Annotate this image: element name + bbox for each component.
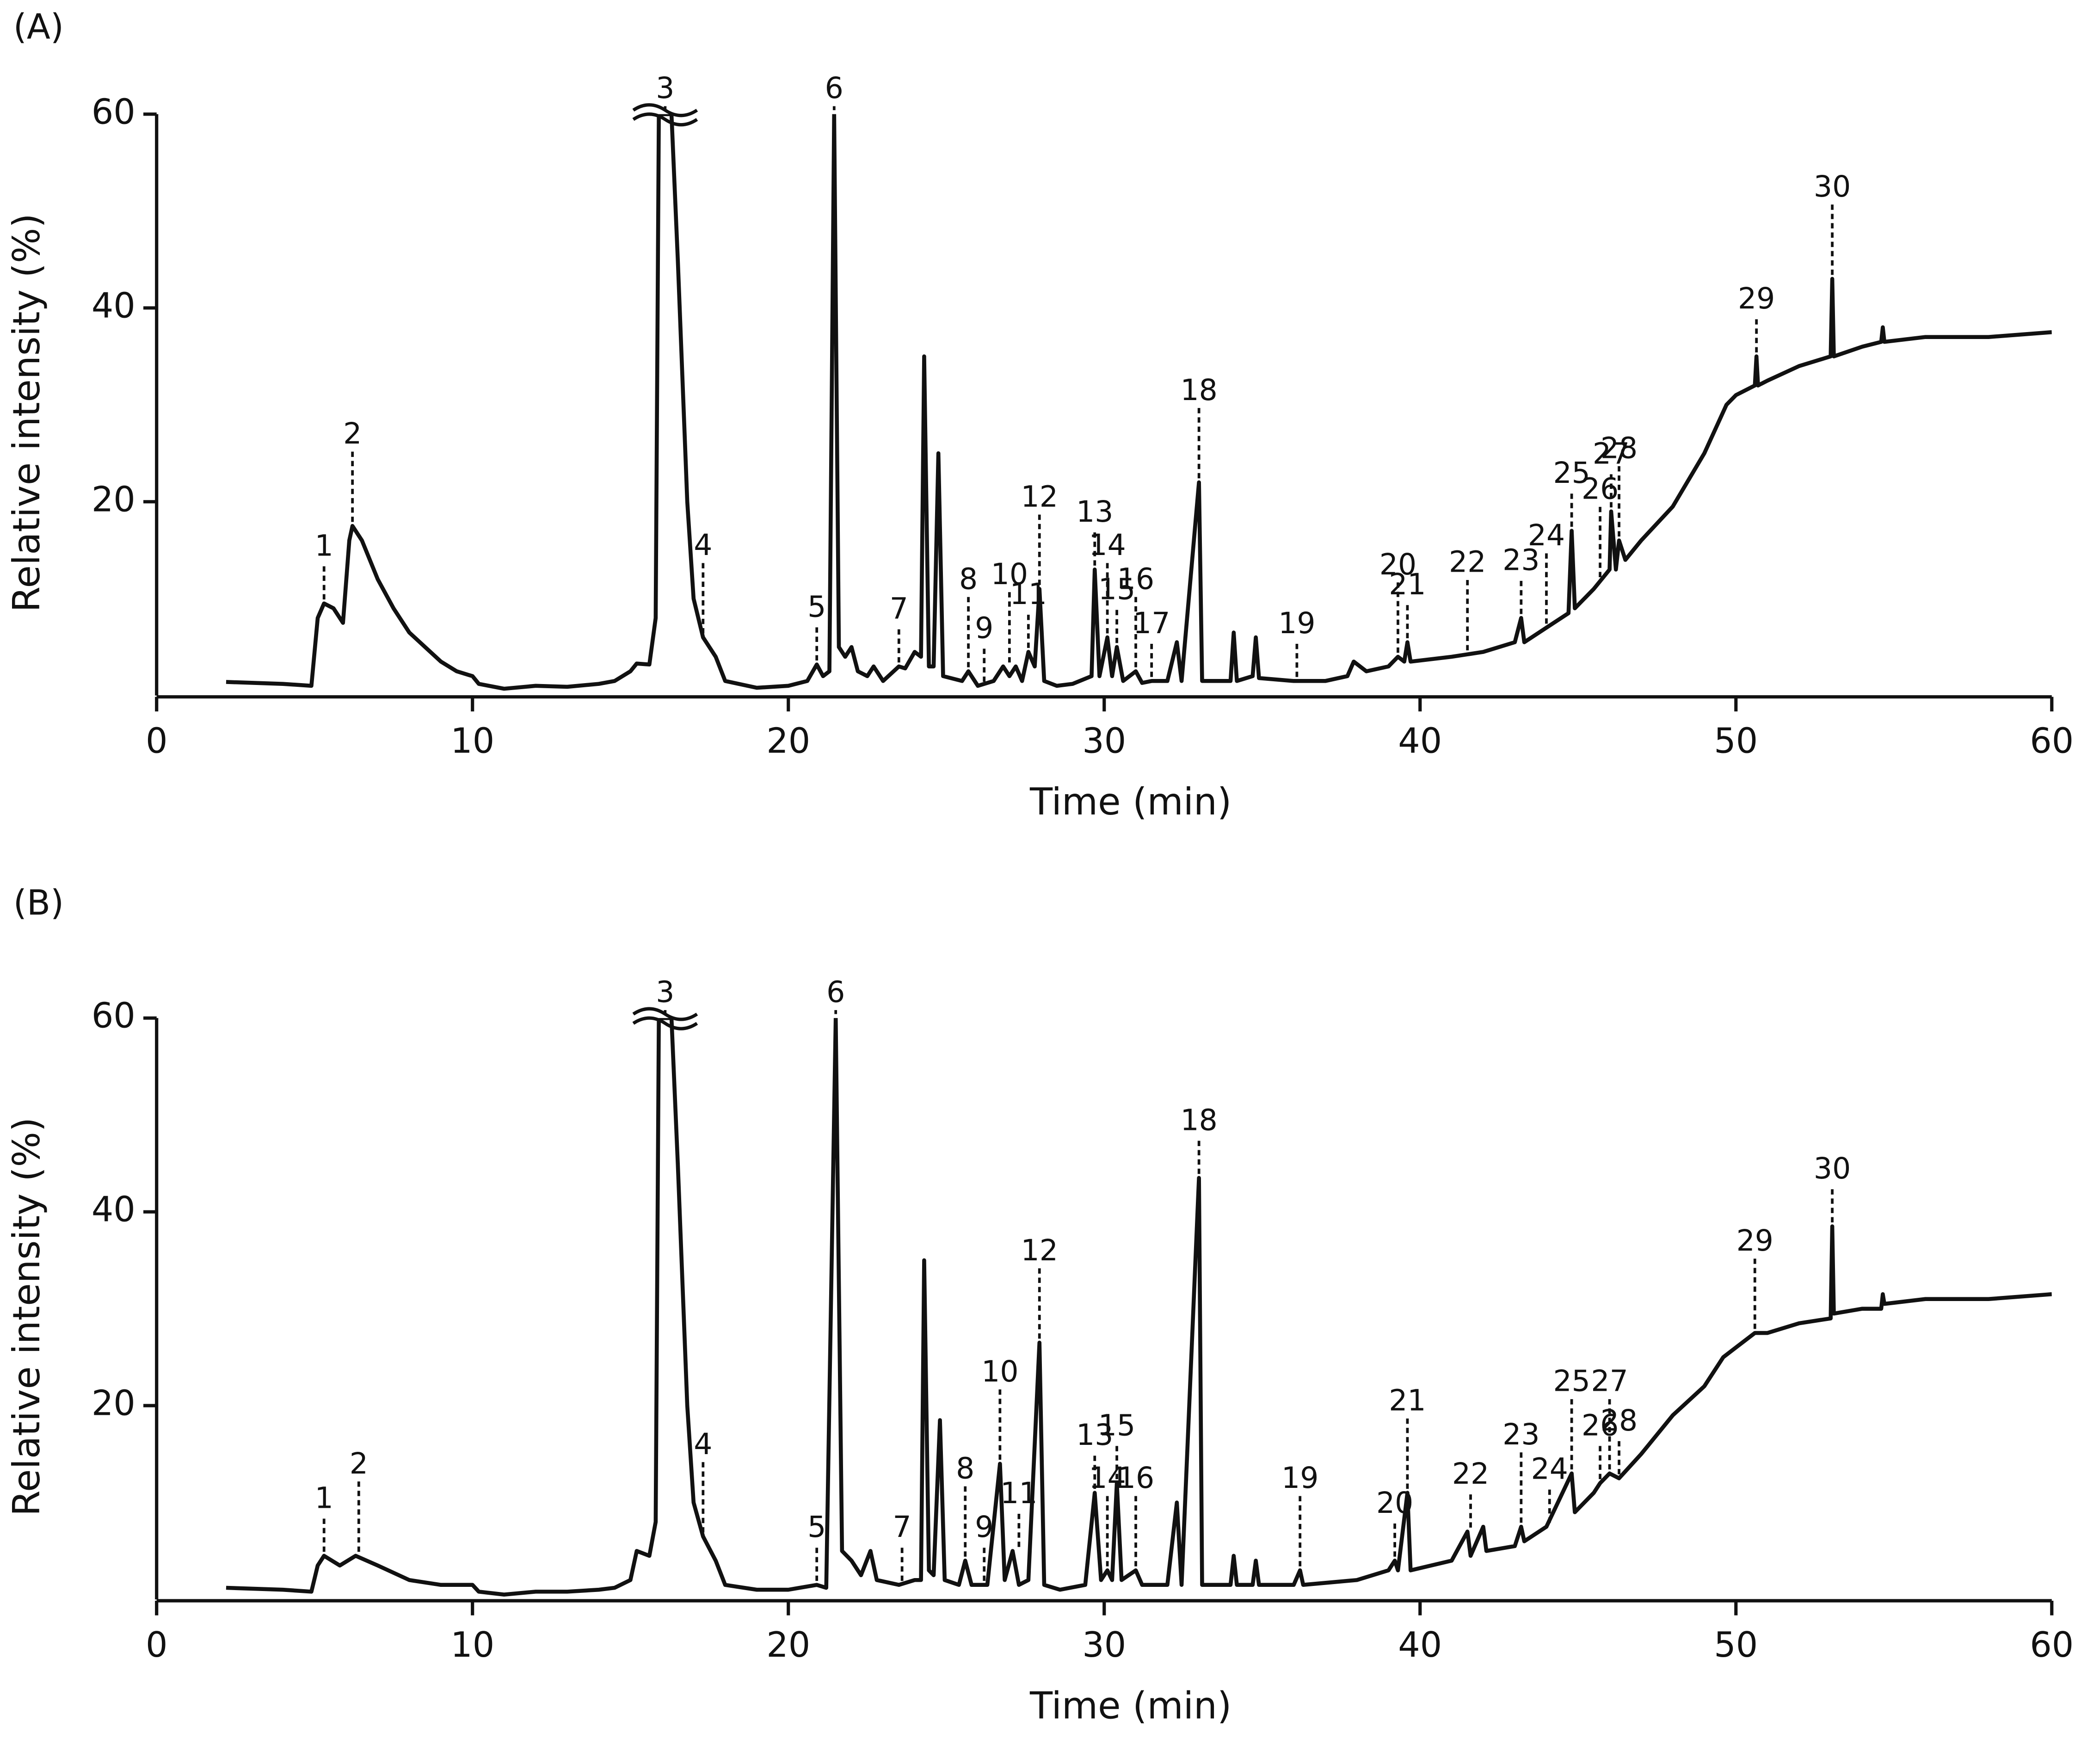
x-tick-label: 10 xyxy=(450,721,494,761)
peak-label: 6 xyxy=(825,71,843,105)
peak-label: 18 xyxy=(1180,1103,1217,1137)
x-tick-label: 10 xyxy=(450,1625,494,1665)
peak-label: 16 xyxy=(1117,561,1154,596)
y-tick-label: 40 xyxy=(92,1190,135,1230)
peak-label: 21 xyxy=(1389,1383,1426,1418)
peak-label: 2 xyxy=(343,416,362,450)
x-tick-label: 50 xyxy=(1714,721,1758,761)
x-tick-label: 30 xyxy=(1082,721,1126,761)
panel-label: (A) xyxy=(13,7,64,47)
peak-label: 9 xyxy=(975,611,993,645)
peak-label: 17 xyxy=(1133,606,1170,640)
peak-label: 10 xyxy=(981,1354,1018,1388)
peak-label: 8 xyxy=(956,1451,974,1485)
peak-label: 19 xyxy=(1278,606,1315,640)
peak-label: 28 xyxy=(1601,1403,1638,1437)
peak-label: 3 xyxy=(656,71,674,105)
panel-label: (B) xyxy=(13,883,64,923)
x-tick-label: 20 xyxy=(766,1625,810,1665)
peak-label: 10 xyxy=(991,557,1028,591)
peak-label: 3 xyxy=(656,975,674,1009)
peak-label: 1 xyxy=(315,528,333,562)
peak-label: 24 xyxy=(1528,518,1565,552)
peak-label: 14 xyxy=(1089,1461,1126,1495)
peak-label: 20 xyxy=(1376,1486,1413,1520)
peak-label: 15 xyxy=(1098,1408,1135,1442)
trace xyxy=(226,114,2052,691)
peak-label: 15 xyxy=(1098,572,1135,606)
x-tick-label: 60 xyxy=(2030,1625,2074,1665)
peak-label: 25 xyxy=(1553,456,1590,490)
peak-label: 27 xyxy=(1591,1364,1628,1398)
peak-label: 21 xyxy=(1389,567,1426,601)
peak-label: 28 xyxy=(1601,431,1638,465)
trace xyxy=(226,1018,2052,1597)
peak-label: 30 xyxy=(1814,1151,1851,1185)
y-tick-label: 60 xyxy=(92,92,135,132)
peak-label: 7 xyxy=(893,1510,911,1544)
x-tick-label: 50 xyxy=(1714,1625,1758,1665)
x-tick-label: 40 xyxy=(1398,721,1442,761)
y-tick-label: 40 xyxy=(92,285,135,326)
peak-label: 4 xyxy=(694,1427,712,1461)
peak-label: 14 xyxy=(1089,528,1126,562)
peak-label: 16 xyxy=(1117,1461,1154,1495)
peak-label: 29 xyxy=(1738,281,1775,315)
y-tick-label: 20 xyxy=(92,1383,135,1424)
x-axis-label: Time (min) xyxy=(1029,780,1231,823)
y-axis-label: Relative intensity (%) xyxy=(5,213,48,612)
peak-label: 19 xyxy=(1281,1461,1318,1495)
x-tick-label: 40 xyxy=(1398,1625,1442,1665)
axis-break xyxy=(632,1016,698,1030)
peak-label: 9 xyxy=(975,1510,993,1544)
x-tick-label: 30 xyxy=(1082,1625,1126,1665)
peak-label: 13 xyxy=(1076,1418,1113,1452)
peak-label: 22 xyxy=(1449,545,1486,579)
x-tick-label: 60 xyxy=(2030,721,2074,761)
peak-label: 23 xyxy=(1502,1417,1539,1451)
peak-label: 26 xyxy=(1582,1408,1619,1442)
x-tick-label: 0 xyxy=(146,1625,167,1665)
x-tick-label: 0 xyxy=(146,721,167,761)
peak-label: 20 xyxy=(1379,547,1416,581)
peak-label: 27 xyxy=(1593,436,1630,470)
peak-label: 11 xyxy=(1010,577,1047,611)
peak-label: 22 xyxy=(1452,1456,1489,1491)
peak-label: 7 xyxy=(890,591,908,625)
peak-label: 5 xyxy=(807,589,826,623)
peak-label: 26 xyxy=(1582,472,1619,506)
peak-label: 6 xyxy=(826,975,845,1009)
peak-label: 25 xyxy=(1553,1364,1590,1398)
peak-label: 18 xyxy=(1180,373,1217,407)
y-axis-label: Relative intensity (%) xyxy=(5,1117,48,1516)
peak-label: 1 xyxy=(315,1480,333,1515)
peak-label: 24 xyxy=(1531,1452,1568,1486)
peak-label: 8 xyxy=(959,561,978,596)
peak-label: 2 xyxy=(350,1446,368,1480)
peak-label: 29 xyxy=(1736,1223,1773,1258)
peak-label: 11 xyxy=(1000,1476,1037,1510)
peak-label: 12 xyxy=(1021,1233,1058,1267)
y-tick-label: 60 xyxy=(92,996,135,1036)
peak-label: 12 xyxy=(1021,479,1058,513)
y-tick-label: 20 xyxy=(92,479,135,519)
x-tick-label: 20 xyxy=(766,721,810,761)
peak-label: 13 xyxy=(1076,494,1113,529)
peak-label: 30 xyxy=(1814,169,1851,204)
peak-label: 23 xyxy=(1502,543,1539,577)
x-axis-label: Time (min) xyxy=(1029,1684,1231,1727)
peak-label: 5 xyxy=(807,1510,826,1544)
peak-label: 4 xyxy=(694,528,712,562)
axis-break xyxy=(632,112,698,127)
